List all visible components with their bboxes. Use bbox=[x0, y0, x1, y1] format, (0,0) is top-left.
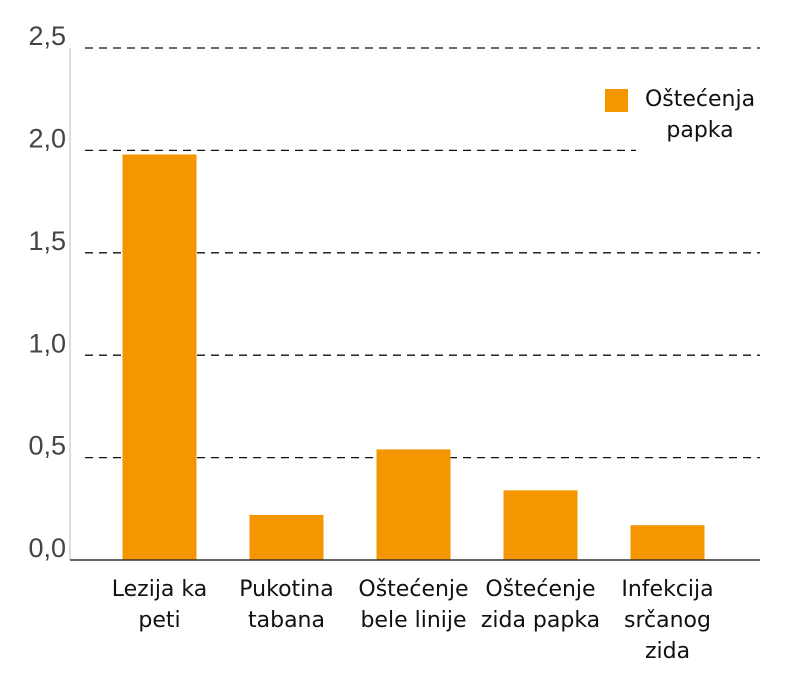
y-tick-label: 1,5 bbox=[28, 226, 66, 256]
x-tick-label: Oštećenje bele linije bbox=[358, 577, 469, 633]
bar bbox=[503, 490, 578, 560]
y-tick-label: 0,0 bbox=[28, 533, 66, 563]
bar bbox=[630, 525, 705, 560]
x-tick-label: Oštećenje zida papka bbox=[480, 577, 601, 633]
bar bbox=[249, 514, 324, 560]
y-tick-label: 0,5 bbox=[28, 431, 66, 461]
bar bbox=[376, 449, 451, 560]
y-tick-label: 1,0 bbox=[28, 328, 66, 358]
x-tick-label: Pukotina tabana bbox=[239, 577, 334, 633]
x-tick-label: Infekcija srčanog zida bbox=[621, 577, 714, 664]
legend-bg bbox=[636, 80, 786, 162]
x-tick-label: Lezija ka peti bbox=[111, 577, 208, 633]
y-tick-label: 2,0 bbox=[28, 124, 66, 154]
y-tick-label: 2,5 bbox=[28, 21, 66, 51]
legend-swatch bbox=[605, 89, 628, 112]
legend-label: Oštećenja papka bbox=[644, 87, 756, 143]
bar bbox=[122, 154, 197, 560]
